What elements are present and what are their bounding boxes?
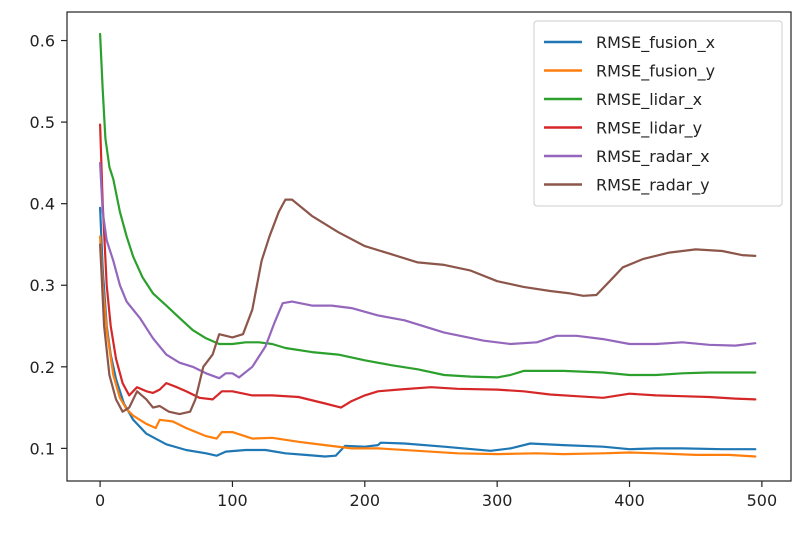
series-line-rmse-radar-y: [99, 198, 757, 416]
x-tick-label: 100: [217, 491, 248, 510]
x-tick-label: 200: [350, 491, 381, 510]
x-tick-label: 500: [747, 491, 778, 510]
x-tick-label: 300: [482, 491, 513, 510]
y-tick-label: 0.2: [30, 358, 55, 377]
plot-area-frame: [66, 11, 792, 482]
series-line-rmse-lidar-x: [99, 32, 757, 379]
y-tick-label: 0.6: [30, 32, 55, 51]
legend-box: [533, 20, 783, 207]
y-axis: 0.1 0.2 0.3 0.4 0.5 0.6: [30, 32, 67, 458]
legend-label: RMSE_radar_x: [596, 147, 710, 167]
legend-label: RMSE_radar_y: [596, 176, 710, 196]
y-tick-label: 0.1: [30, 439, 55, 458]
y-tick-label: 0.4: [30, 195, 55, 214]
legend-label: RMSE_fusion_x: [596, 33, 715, 53]
legend-label: RMSE_fusion_y: [596, 62, 715, 82]
series-line-rmse-fusion-y: [99, 235, 757, 458]
x-tick-label: 400: [614, 491, 645, 510]
legend-label: RMSE_lidar_x: [596, 90, 702, 110]
legend-label: RMSE_lidar_y: [596, 119, 702, 139]
x-axis: 0 100 200 300 400 500: [95, 481, 777, 510]
y-tick-label: 0.5: [30, 113, 55, 132]
series-line-rmse-fusion-x: [99, 206, 757, 458]
series-line-rmse-lidar-y: [99, 123, 757, 409]
y-tick-label: 0.3: [30, 276, 55, 295]
legend: RMSE_fusion_x RMSE_fusion_y RMSE_lidar_x RM…: [533, 20, 783, 207]
x-tick-label: 0: [95, 491, 105, 510]
series-line-rmse-radar-x: [99, 161, 757, 380]
series-lines: [99, 32, 757, 458]
